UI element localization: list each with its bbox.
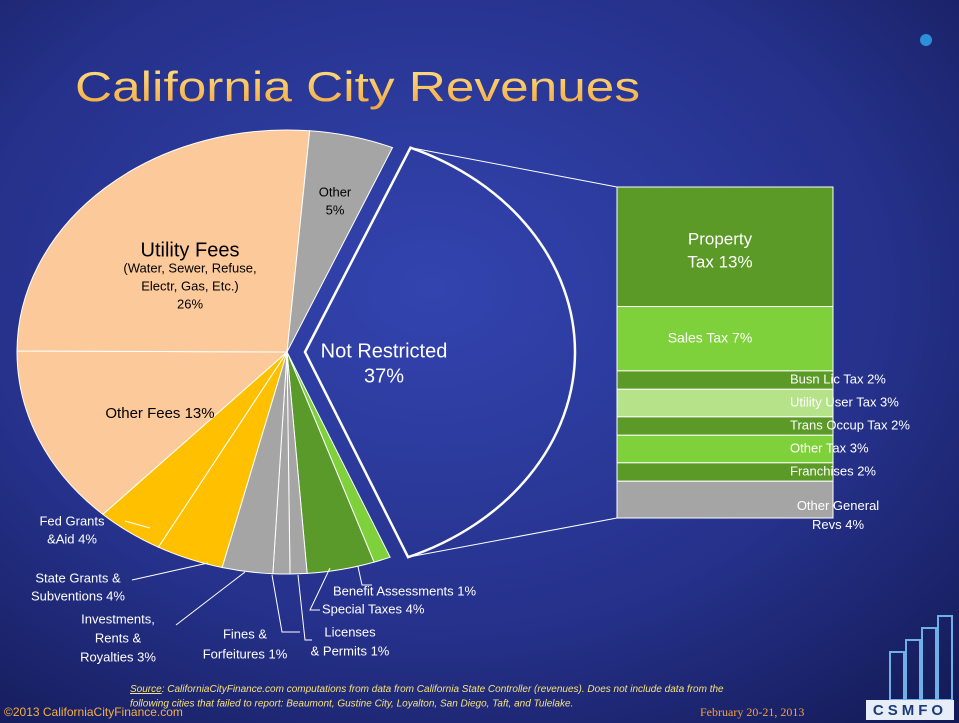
data-label: 26% bbox=[177, 296, 203, 311]
chart-title: California City Revenues bbox=[75, 63, 640, 110]
pie-slice bbox=[16, 129, 311, 353]
data-label: Rents & bbox=[95, 630, 142, 645]
leader-line bbox=[175, 571, 246, 626]
leader-line bbox=[309, 567, 331, 611]
bar-segment bbox=[616, 306, 834, 372]
data-label: Revs 4% bbox=[812, 517, 864, 532]
data-label: Other Fees 13% bbox=[105, 405, 214, 422]
data-label: Subventions 4% bbox=[31, 588, 125, 603]
pie-slice bbox=[16, 350, 289, 516]
data-label: Sales Tax 7% bbox=[668, 329, 753, 345]
source-label: Source bbox=[130, 684, 162, 695]
leader-line bbox=[297, 574, 312, 641]
data-label: Fed Grants bbox=[39, 513, 105, 528]
leader-line bbox=[131, 562, 209, 581]
data-label: (Water, Sewer, Refuse, bbox=[123, 260, 256, 275]
bar-segment bbox=[616, 388, 834, 418]
leader-line bbox=[356, 561, 372, 586]
logo: CSMFO bbox=[866, 615, 954, 720]
connector bbox=[410, 147, 618, 188]
data-label: Licenses bbox=[324, 624, 376, 639]
data-label: Busn Lic Tax 2% bbox=[790, 372, 886, 387]
leader-line bbox=[271, 574, 300, 633]
data-label: Other bbox=[319, 184, 352, 199]
bar-segment bbox=[616, 480, 834, 519]
data-label: Investments, bbox=[81, 611, 155, 626]
source-text: : CaliforniaCityFinance.com computations… bbox=[162, 684, 724, 695]
data-label: 5% bbox=[326, 202, 345, 217]
source-note: Source: CaliforniaCityFinance.com comput… bbox=[130, 684, 724, 695]
source-text: following cities that failed to report: … bbox=[130, 699, 573, 710]
data-label: Electr, Gas, Etc.) bbox=[141, 278, 239, 293]
data-label: Royalties 3% bbox=[80, 649, 156, 664]
pie-slice bbox=[286, 130, 394, 353]
connector bbox=[408, 517, 618, 558]
data-label: Other Tax 3% bbox=[790, 440, 869, 455]
pie-slice bbox=[303, 146, 577, 559]
data-label: 37% bbox=[364, 365, 404, 387]
data-label: Forfeitures 1% bbox=[203, 646, 288, 661]
date: February 20-21, 2013 bbox=[700, 705, 804, 719]
data-label: Property bbox=[688, 229, 753, 248]
data-label: Not Restricted bbox=[321, 340, 448, 362]
data-label: Benefit Assessments 1% bbox=[333, 583, 477, 598]
chart: Not Restricted 37% Benefit Assessments 1% S… bbox=[16, 129, 910, 664]
data-label: Other General bbox=[797, 498, 879, 513]
data-label: Utility Fees bbox=[141, 239, 240, 261]
data-label: Utility User Tax 3% bbox=[790, 395, 899, 410]
bar-segment bbox=[616, 186, 834, 308]
help-icon[interactable] bbox=[920, 34, 932, 46]
copyright: ©2013 CaliforniaCityFinance.com bbox=[4, 705, 183, 719]
data-label: & Permits 1% bbox=[311, 643, 390, 658]
data-label: Special Taxes 4% bbox=[322, 601, 425, 616]
data-label: State Grants & bbox=[35, 570, 121, 585]
data-label: Fines & bbox=[223, 626, 267, 641]
leader-line bbox=[124, 520, 151, 529]
data-label: Tax 13% bbox=[687, 252, 752, 271]
logo-text: CSMFO bbox=[873, 702, 947, 719]
data-label: Trans Occup Tax 2% bbox=[790, 417, 910, 432]
data-label: Franchises 2% bbox=[790, 463, 876, 478]
bar-segment bbox=[616, 434, 834, 464]
data-label: &Aid 4% bbox=[47, 531, 97, 546]
